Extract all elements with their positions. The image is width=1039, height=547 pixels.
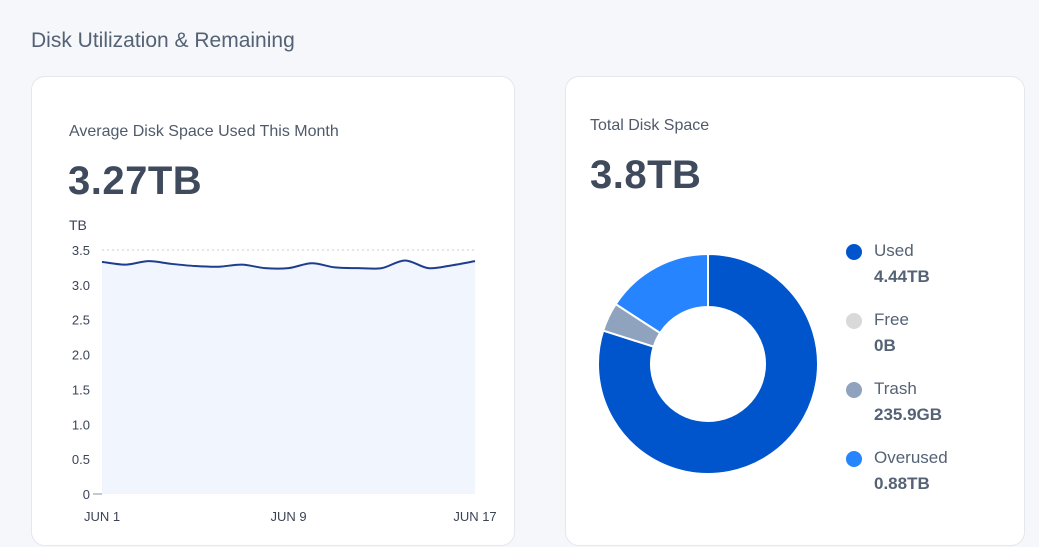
disk-space-donut-chart[interactable]	[566, 77, 1026, 547]
area-line	[101, 259, 476, 270]
legend-value-trash: 235.9GB	[874, 405, 943, 424]
legend-name-trash: Trash	[874, 379, 917, 398]
total-disk-label: Total Disk Space	[590, 117, 710, 134]
legend-value-overused: 0.88TB	[874, 474, 930, 493]
y-tick-label: 3.0	[72, 278, 90, 293]
y-tick-label: 1.5	[72, 382, 90, 397]
legend-name-overused: Overused	[874, 448, 948, 467]
y-axis-unit-label: TB	[69, 217, 87, 233]
y-tick-label: 3.5	[72, 243, 90, 258]
x-tick-label: JUN 9	[270, 509, 306, 524]
legend-value-free: 0B	[874, 336, 896, 355]
average-disk-label: Average Disk Space Used This Month	[69, 123, 339, 140]
legend-dot-used	[846, 244, 862, 260]
legend-name-free: Free	[874, 310, 909, 329]
donut-slice-overused	[614, 252, 709, 335]
average-disk-value: 3.27TB	[68, 159, 203, 203]
y-tick-label: 1.0	[72, 417, 90, 432]
total-disk-card: Total Disk Space 3.8TB Used 4.44TB Free …	[565, 76, 1025, 546]
legend-dot-free	[846, 313, 862, 329]
legend-dot-trash	[846, 382, 862, 398]
section-title: Disk Utilization & Remaining	[31, 29, 295, 52]
legend-dot-overused	[846, 451, 862, 467]
area-fill	[102, 260, 475, 494]
donut-slice-used	[597, 252, 819, 475]
y-tick-label: 0	[83, 487, 90, 502]
average-disk-card: Average Disk Space Used This Month 3.27T…	[31, 76, 515, 546]
y-tick-label: 0.5	[72, 452, 90, 467]
legend-name-used: Used	[874, 241, 914, 260]
disk-usage-area-chart[interactable]: 0 0.5 1.0 1.5 2.0 2.5 3.0 3.5 JUN 1 JUN 9 JUN 17	[32, 77, 516, 547]
y-tick-label: 2.5	[72, 313, 90, 328]
legend-value-used: 4.44TB	[874, 267, 930, 286]
x-tick-label: JUN 1	[84, 509, 120, 524]
y-tick-label: 2.0	[72, 348, 90, 363]
x-tick-label: JUN 17	[453, 509, 496, 524]
total-disk-value: 3.8TB	[590, 153, 702, 197]
